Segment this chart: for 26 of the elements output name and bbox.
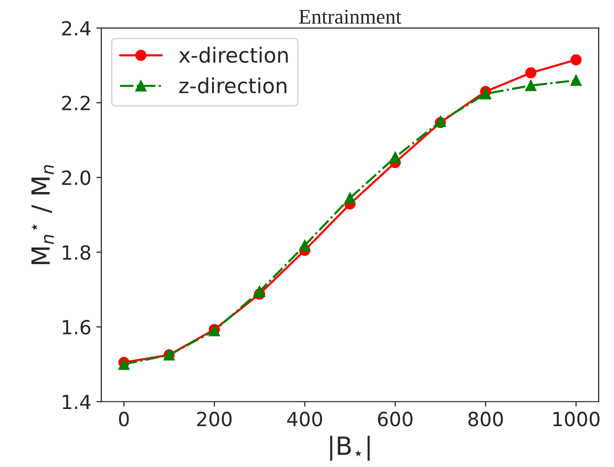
point — [254, 286, 266, 297]
y-tick-label: 2.0 — [62, 170, 90, 186]
point — [390, 152, 401, 163]
x-tick-label: 0 — [119, 412, 129, 426]
x-tick-label: 400 — [287, 412, 322, 426]
point — [525, 80, 536, 92]
y-tick-label: 2.4 — [62, 20, 90, 36]
y-tick-label: 2.2 — [62, 96, 90, 110]
x-tick-label: 600 — [378, 412, 412, 426]
y-tick-label: 1.8 — [62, 245, 90, 260]
point — [299, 240, 310, 252]
x-tick-label: 200 — [197, 412, 232, 426]
chart-title: Entrainment — [299, 10, 402, 24]
x-tick-label: 800 — [468, 412, 503, 426]
point — [344, 192, 356, 204]
point — [570, 74, 582, 86]
y-axis-title: M$_{n}$$^{⋆}$ / M$_{n}$ — [31, 165, 54, 264]
legend-label: x-direction — [178, 46, 288, 63]
point — [525, 67, 536, 78]
x-axis-title: |B$_{⋆}$| — [330, 436, 370, 461]
y-tick-label: 1.4 — [62, 394, 90, 410]
legend-label: z-direction — [179, 77, 286, 94]
point — [480, 88, 492, 100]
point — [570, 54, 582, 66]
x-tick-label: 1000 — [553, 412, 600, 426]
y-tick-label: 1.6 — [62, 320, 90, 335]
